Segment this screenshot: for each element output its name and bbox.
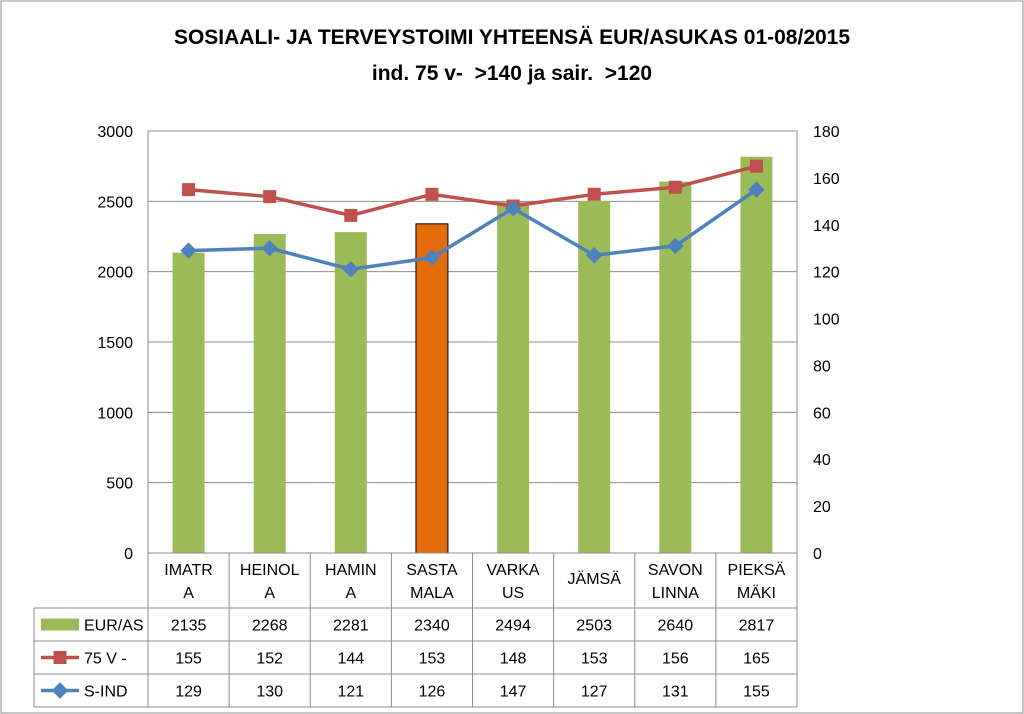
- square-marker: [344, 208, 358, 222]
- right-axis-tick-label: 120: [813, 265, 840, 282]
- category-label: IMATR: [164, 562, 213, 579]
- table-value: 155: [175, 651, 202, 668]
- table-value: 152: [256, 651, 283, 668]
- legend-label: 75 V -: [84, 651, 127, 668]
- right-axis: 0 20 40 60 80 100 120 140 160 180: [813, 124, 840, 563]
- square-marker: [668, 180, 682, 194]
- table-value: 129: [175, 684, 202, 701]
- category-label: HAMIN: [325, 562, 377, 579]
- right-axis-tick-label: 60: [813, 405, 831, 422]
- square-marker: [749, 159, 763, 173]
- right-axis-tick-label: 100: [813, 312, 840, 329]
- left-axis-tick-label: 2500: [97, 194, 133, 211]
- diamond-marker: [180, 242, 197, 259]
- table-value: 2135: [171, 618, 207, 635]
- left-axis: 0 500 1000 1500 2000 2500 3000: [97, 124, 133, 563]
- diamond-marker: [51, 682, 69, 699]
- table-value: 126: [419, 684, 446, 701]
- diamond-marker: [748, 181, 765, 198]
- category-label: VARKA: [487, 562, 540, 579]
- category-label: A: [345, 585, 356, 602]
- right-axis-tick-label: 160: [813, 171, 840, 188]
- table-value: 155: [743, 684, 770, 701]
- square-marker: [587, 187, 601, 201]
- table-value: 2503: [576, 618, 612, 635]
- bar: [172, 252, 205, 553]
- table-value: 156: [662, 651, 689, 668]
- square-marker: [263, 190, 277, 204]
- category-label: SASTA: [406, 562, 458, 579]
- category-label: US: [502, 585, 524, 602]
- category-label: LINNA: [652, 585, 699, 602]
- data-table: IMATR A HEINOL A HAMIN A SASTA MALA VARKA US JÄMSÄ…: [33, 553, 798, 708]
- bar: [334, 232, 367, 553]
- diamond-marker: [261, 240, 278, 257]
- square-marker: [425, 187, 439, 201]
- category-label: SAVON: [648, 562, 703, 579]
- category-label: A: [183, 585, 194, 602]
- table-value: 2340: [414, 618, 450, 635]
- table-value: 147: [500, 684, 527, 701]
- table-value: 2268: [252, 618, 288, 635]
- bar: [740, 156, 773, 553]
- category-label: MÄKI: [737, 584, 776, 602]
- right-axis-tick-label: 140: [813, 218, 840, 235]
- series-line: [188, 164, 757, 218]
- square-marker: [182, 183, 196, 197]
- table-value: 130: [256, 684, 283, 701]
- right-axis-tick-label: 0: [813, 546, 822, 563]
- legend-key-bar: [41, 618, 79, 631]
- right-axis-tick-label: 180: [813, 124, 840, 141]
- chart-subtitle: ind. 75 v- >140 ja sair. >120: [372, 62, 652, 85]
- table-value: 165: [743, 651, 770, 668]
- right-axis-tick-label: 40: [813, 452, 831, 469]
- diamond-marker: [667, 237, 684, 255]
- category-label: JÄMSÄ: [568, 570, 622, 588]
- table-value: 131: [662, 684, 689, 701]
- diamond-marker: [504, 200, 522, 217]
- line-series: [180, 159, 765, 278]
- table-value: 2817: [739, 618, 775, 635]
- series-line: [188, 188, 758, 272]
- table-value: 148: [500, 651, 527, 668]
- left-axis-tick-label: 3000: [97, 124, 133, 141]
- table-value: 121: [337, 684, 364, 701]
- category-label: A: [264, 585, 275, 602]
- square-marker: [53, 651, 67, 664]
- left-axis-tick-label: 0: [124, 546, 133, 563]
- table-value: 2494: [495, 618, 531, 635]
- diamond-marker: [423, 249, 441, 266]
- table-value: 144: [337, 651, 364, 668]
- diamond-marker: [342, 261, 360, 278]
- diamond-marker: [585, 247, 603, 264]
- table-value: 153: [581, 651, 608, 668]
- right-axis-tick-label: 80: [813, 358, 831, 375]
- legend-label: S-IND: [84, 684, 128, 701]
- right-axis-tick-label: 20: [813, 499, 831, 516]
- category-label: MALA: [410, 585, 454, 602]
- bar: [415, 223, 449, 554]
- bar: [253, 233, 286, 553]
- bar-series: [172, 156, 773, 554]
- left-axis-tick-label: 500: [106, 476, 133, 493]
- left-axis-tick-label: 1500: [97, 335, 133, 352]
- legend-label: EUR/AS: [84, 618, 144, 635]
- table-value: 153: [419, 651, 446, 668]
- category-label: HEINOL: [240, 562, 300, 579]
- table-value: 2281: [333, 618, 369, 635]
- bar: [497, 202, 530, 553]
- chart-title: SOSIAALI- JA TERVEYSTOIMI YHTEENSÄ EUR/A…: [174, 26, 850, 49]
- table-value: 127: [581, 684, 608, 701]
- category-label: PIEKSÄ: [728, 561, 786, 579]
- table-value: 2640: [658, 618, 694, 635]
- left-axis-tick-label: 2000: [97, 265, 133, 282]
- left-axis-tick-label: 1000: [97, 405, 133, 422]
